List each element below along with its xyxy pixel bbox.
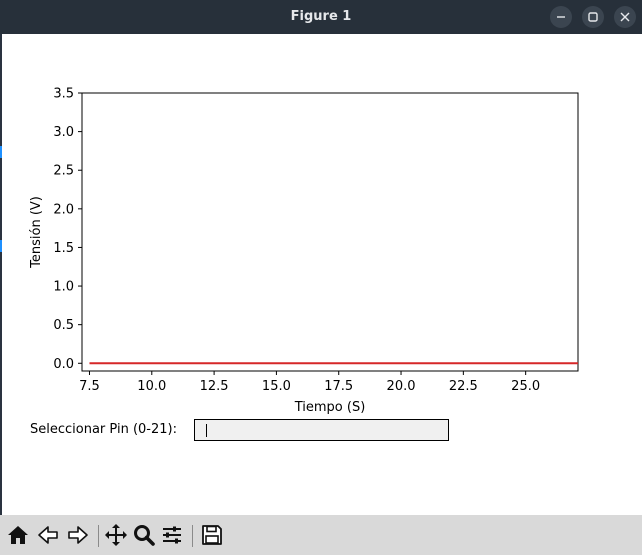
- text-caret: [206, 424, 207, 437]
- maximize-icon: [588, 12, 598, 22]
- window-left-edge: [0, 34, 2, 515]
- back-icon[interactable]: [36, 523, 60, 547]
- x-tick-label: 25.0: [511, 379, 540, 394]
- configure-subplots-icon[interactable]: [160, 523, 184, 547]
- chart[interactable]: 7.5 10.0 12.5 15.0 17.5 20.0 22.5 25.0 0.0 0.5 1.0…: [2, 34, 642, 515]
- x-tick-label: 20.0: [387, 379, 416, 394]
- y-tick-label: 0.5: [53, 318, 74, 333]
- x-tick-label: 7.5: [79, 379, 100, 394]
- x-tick-label: 17.5: [324, 379, 353, 394]
- y-tick-label: 1.5: [53, 241, 74, 256]
- close-button[interactable]: [614, 6, 636, 28]
- pin-selector-label: Seleccionar Pin (0-21):: [30, 422, 177, 437]
- maximize-button[interactable]: [582, 6, 604, 28]
- pin-selector-input[interactable]: [194, 419, 449, 441]
- x-axis-label: Tiempo (S): [294, 400, 366, 415]
- y-tick-label: 2.5: [53, 164, 74, 179]
- toolbar-separator: [98, 525, 99, 547]
- x-tick-label: 22.5: [449, 379, 478, 394]
- toolbar-separator: [192, 525, 193, 547]
- save-icon[interactable]: [200, 523, 224, 547]
- y-tick-label: 3.5: [53, 87, 74, 102]
- y-axis-label: Tensión (V): [29, 196, 44, 269]
- zoom-icon[interactable]: [132, 523, 156, 547]
- home-icon[interactable]: [6, 523, 30, 547]
- x-tick-label: 15.0: [262, 379, 291, 394]
- window-title: Figure 1: [290, 9, 352, 24]
- x-tick-label: 12.5: [200, 379, 229, 394]
- y-tick-label: 2.0: [53, 202, 74, 217]
- minimize-button[interactable]: [550, 6, 572, 28]
- close-icon: [620, 12, 630, 22]
- y-tick-label: 1.0: [53, 280, 74, 295]
- forward-icon[interactable]: [66, 523, 90, 547]
- plot-area: [81, 92, 579, 372]
- figure-canvas[interactable]: 7.5 10.0 12.5 15.0 17.5 20.0 22.5 25.0 0.0 0.5 1.0…: [2, 34, 642, 515]
- navigation-toolbar: [0, 515, 642, 555]
- minimize-icon: [557, 16, 565, 18]
- y-tick-label: 3.0: [53, 125, 74, 140]
- y-tick-label: 0.0: [53, 357, 74, 372]
- pan-icon[interactable]: [104, 523, 128, 547]
- title-bar: Figure 1: [0, 0, 642, 34]
- x-tick-label: 10.0: [137, 379, 166, 394]
